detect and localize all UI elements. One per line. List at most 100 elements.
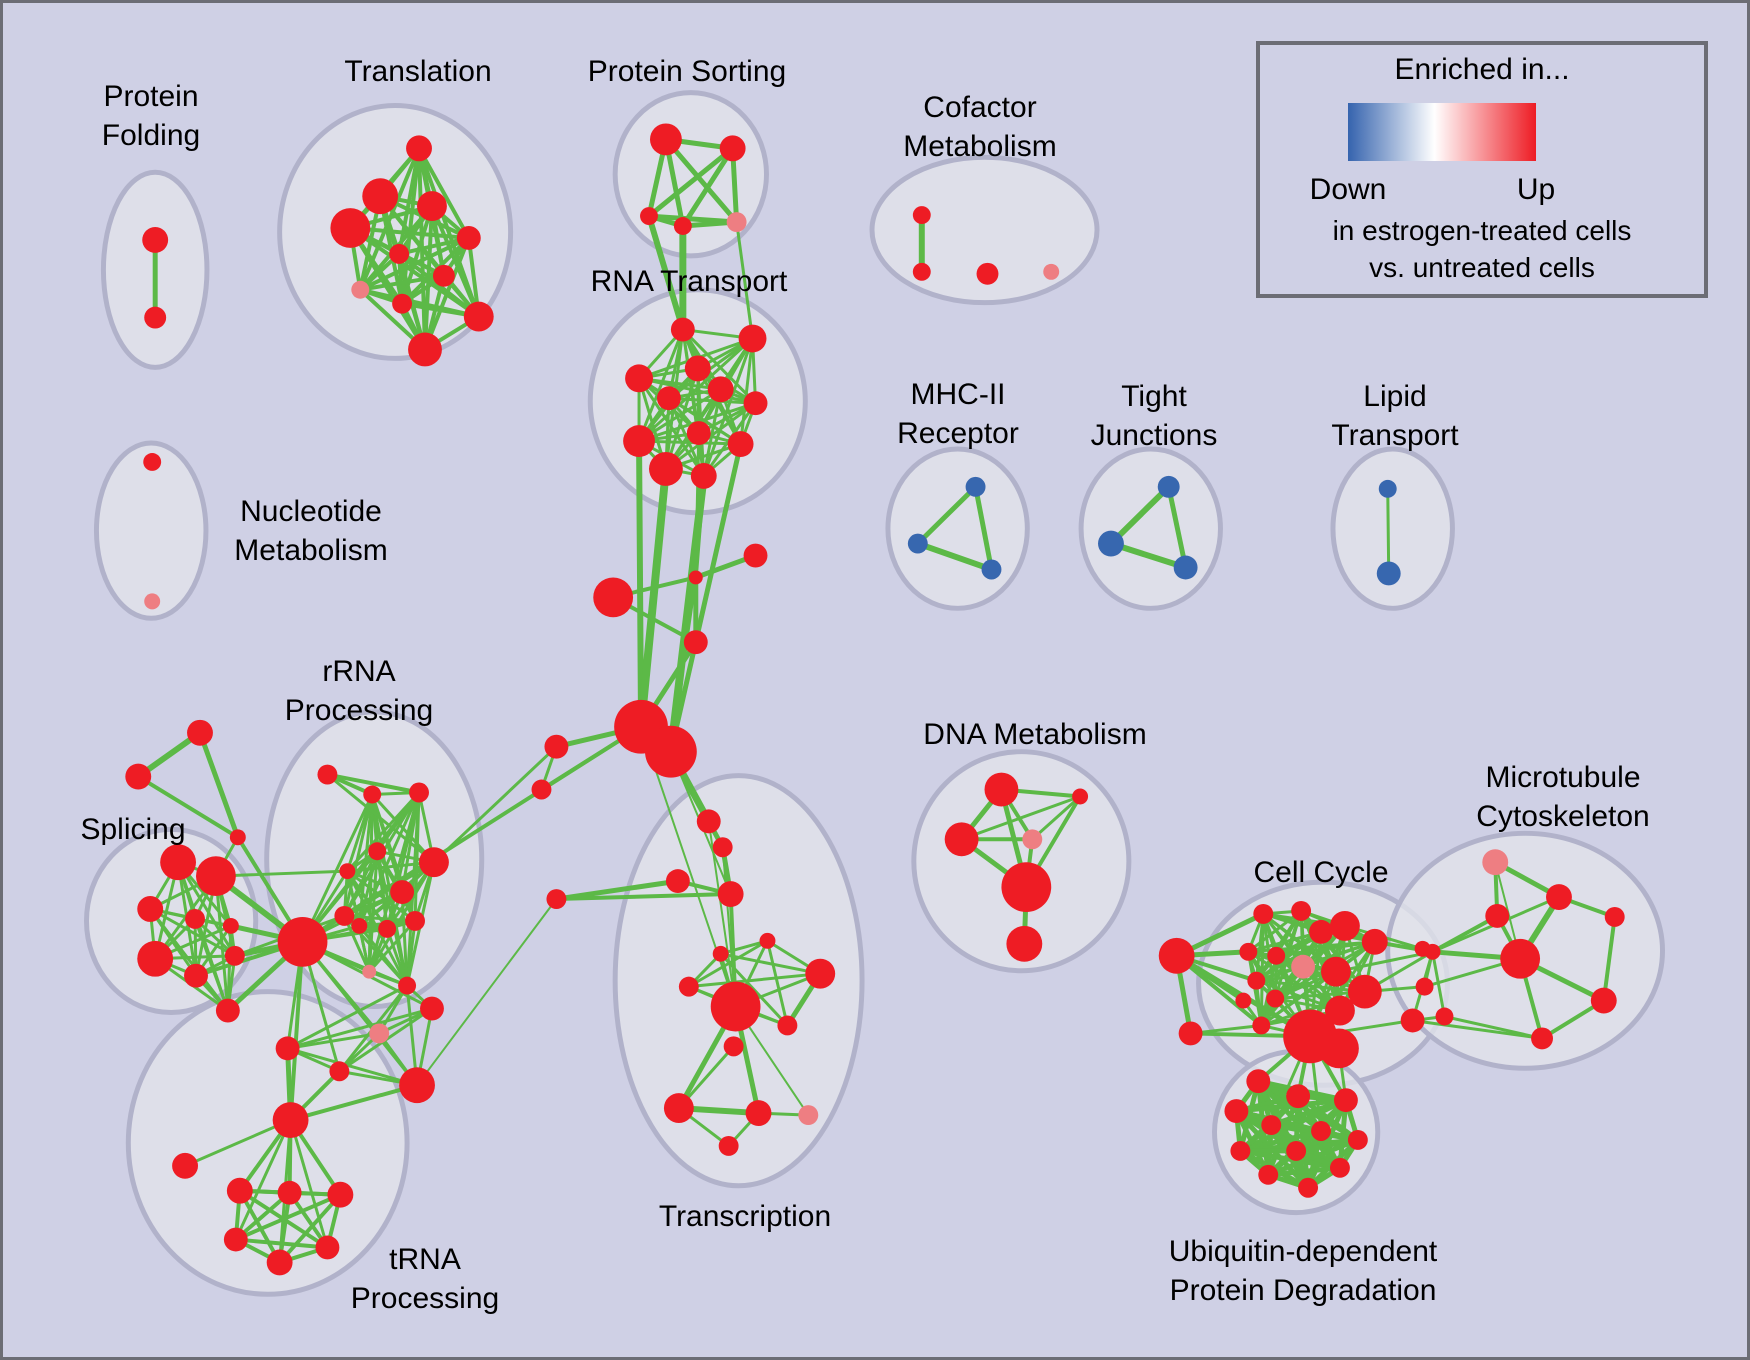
- edge: [719, 952, 822, 976]
- node-cj: [1424, 943, 1441, 960]
- cluster-ellipse-mhc-ii-receptor: [885, 446, 1030, 611]
- node-tn6: [315, 1235, 340, 1260]
- cluster-ellipse-nucleotide-metabolism: [93, 440, 209, 621]
- edge: [696, 366, 743, 446]
- node-tn5: [223, 1227, 248, 1252]
- edge: [197, 730, 241, 840]
- node-ps1: [649, 123, 682, 156]
- node-cc21: [1400, 1008, 1425, 1033]
- node-nm1: [143, 453, 162, 471]
- node-tr4: [330, 208, 371, 248]
- edge: [1166, 484, 1189, 570]
- node-ub2: [1286, 1084, 1311, 1109]
- node-rr17: [369, 1023, 390, 1044]
- node-c2: [688, 570, 703, 585]
- node-rt5: [656, 386, 681, 411]
- node-cc12: [1247, 971, 1266, 990]
- node-rt3: [684, 355, 711, 382]
- node-rt1: [670, 317, 695, 342]
- node-sp1: [160, 844, 197, 881]
- edge: [1237, 1148, 1343, 1171]
- edge: [554, 892, 733, 902]
- edge: [416, 898, 558, 1087]
- edge: [637, 328, 685, 443]
- edge: [702, 387, 723, 478]
- node-tn7: [266, 1249, 293, 1276]
- node-lt1: [1378, 479, 1397, 498]
- node-cc1: [1158, 937, 1195, 974]
- edge: [214, 869, 349, 878]
- node-ub1: [1246, 1069, 1271, 1094]
- node-rt9: [623, 425, 655, 457]
- node-cc11: [1347, 974, 1382, 1009]
- node-sp8: [224, 945, 245, 966]
- node-c1: [593, 577, 634, 618]
- node-mt1: [1482, 849, 1509, 876]
- node-rr8: [334, 905, 355, 926]
- node-cc17b: [1319, 1028, 1359, 1069]
- node-cc5: [1329, 910, 1360, 941]
- node-dm2: [1072, 788, 1089, 805]
- node-c5: [546, 889, 567, 909]
- edge: [301, 792, 374, 944]
- node-rr13: [398, 976, 417, 995]
- node-ub5: [1261, 1115, 1282, 1135]
- edge: [233, 1192, 343, 1242]
- node-tr3: [417, 191, 447, 222]
- node-ub6: [1311, 1121, 1331, 1141]
- node-tr5: [456, 226, 481, 250]
- node-ps5: [726, 212, 747, 232]
- node-tc3: [665, 869, 690, 894]
- node-rr11: [405, 910, 425, 931]
- edge: [325, 773, 436, 864]
- node-mh1: [965, 476, 986, 497]
- cluster-ellipse-tight-junctions: [1078, 446, 1223, 611]
- edge: [1265, 1165, 1343, 1178]
- legend-down-label: Down: [1309, 173, 1387, 206]
- node-cc13: [1266, 989, 1285, 1008]
- node-tc2: [712, 837, 733, 858]
- edge: [765, 939, 789, 1027]
- node-rt12: [690, 462, 717, 489]
- node-ub10: [1329, 1157, 1350, 1178]
- edge: [400, 890, 409, 988]
- edge: [1174, 953, 1264, 1028]
- node-rr12: [362, 964, 377, 979]
- node-tc8: [678, 976, 699, 997]
- node-rrh: [277, 916, 328, 967]
- edge: [681, 328, 758, 405]
- node-tc12: [745, 1100, 772, 1127]
- node-rt11: [649, 452, 683, 486]
- legend-caption-line1: in estrogen-treated cells: [1332, 215, 1632, 246]
- node-cc16: [1178, 1021, 1203, 1046]
- legend: Enriched in... Down Up in estrogen-treat…: [1256, 41, 1708, 298]
- node-cc3: [1291, 901, 1312, 921]
- node-mt8: [1435, 1007, 1454, 1026]
- edge: [385, 927, 409, 988]
- node-cc4: [1309, 919, 1333, 944]
- node-ub11: [1258, 1164, 1279, 1185]
- node-tn1: [172, 1152, 198, 1179]
- edge: [735, 220, 755, 341]
- node-rt6: [707, 376, 734, 403]
- edge: [358, 273, 446, 292]
- node-mh2: [907, 533, 928, 554]
- node-ub9: [1286, 1140, 1307, 1161]
- edge: [348, 226, 427, 352]
- node-tj2: [1098, 530, 1124, 557]
- edge: [342, 792, 374, 918]
- edge: [1601, 914, 1617, 1003]
- node-ps2: [719, 135, 746, 162]
- edge: [914, 540, 995, 573]
- edge: [637, 464, 670, 731]
- node-tc9: [777, 1015, 798, 1036]
- node-rr10: [378, 919, 397, 938]
- legend-caption-line2: vs. untreated cells: [1369, 252, 1595, 283]
- edge: [148, 907, 230, 1013]
- node-ub7: [1347, 1130, 1368, 1150]
- node-cc15: [1252, 1016, 1271, 1035]
- edge: [148, 907, 237, 958]
- node-cf1: [912, 206, 931, 225]
- node-cf4: [1043, 263, 1060, 280]
- node-sp6: [137, 940, 174, 977]
